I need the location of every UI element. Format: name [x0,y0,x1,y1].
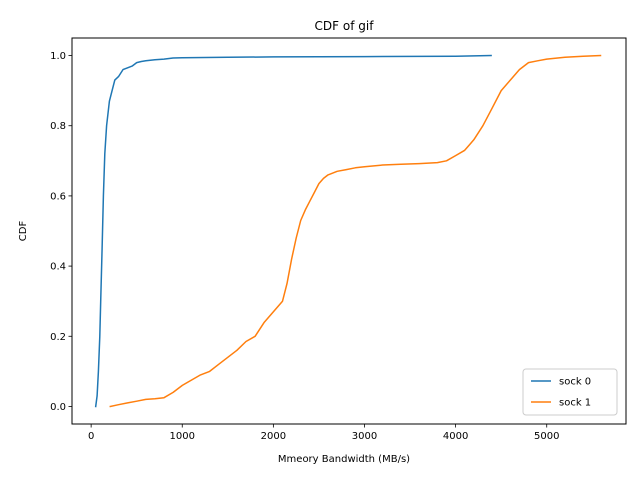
series-line-sock-1 [109,54,602,408]
y-tick-label: 1.0 [50,51,66,62]
y-tick-label: 0.2 [50,332,66,343]
legend-label-sock-0: sock 0 [559,377,591,388]
x-tick-label: 2000 [261,431,286,442]
series-layer [94,54,602,408]
y-tick-label: 0.0 [50,402,66,413]
legend-label-sock-1: sock 1 [559,398,591,409]
x-tick-label: 3000 [352,431,377,442]
axes-frame [71,37,627,425]
x-tick-label: 5000 [534,431,559,442]
chart-title: CDF of gif [315,19,375,33]
y-axis-label: CDF [18,221,29,242]
x-tick-label: 0 [88,431,94,442]
y-tick-label: 0.6 [50,191,66,202]
series-line-sock-0 [94,54,492,408]
y-tick-label: 0.8 [50,121,66,132]
y-tick-label: 0.4 [50,262,66,273]
x-axis-label: Mmeory Bandwidth (MB/s) [278,454,410,465]
legend: sock 0 sock 1 [522,368,618,416]
x-tick-label: 1000 [170,431,195,442]
x-axis-ticks: 0 1000 2000 3000 4000 5000 [88,424,559,442]
x-tick-label: 4000 [443,431,468,442]
y-axis-ticks: 0.0 0.2 0.4 0.6 0.8 1.0 [50,51,72,413]
